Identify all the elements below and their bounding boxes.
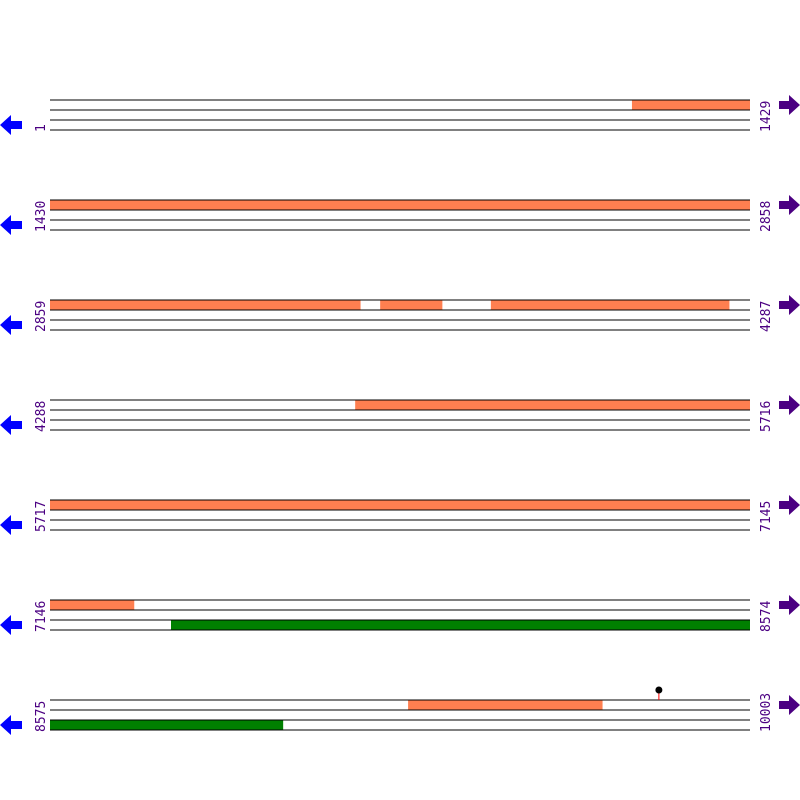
sequence-row: 8575 10003 xyxy=(0,686,800,735)
sequence-row: 1 1429 xyxy=(0,95,800,135)
row-start-label: 4288 xyxy=(34,401,49,432)
row-end-label: 8574 xyxy=(759,601,774,632)
row-end-label: 1429 xyxy=(759,101,774,132)
row-start-label: 7146 xyxy=(34,601,49,632)
forward-strand-arrow-icon xyxy=(779,495,800,515)
feature-bar xyxy=(50,500,750,510)
feature-bar xyxy=(380,300,443,310)
reverse-strand-arrow-icon xyxy=(0,415,22,435)
sequence-row: 4288 5716 xyxy=(0,395,800,435)
row-start-label: 1 xyxy=(34,124,49,132)
feature-bar xyxy=(50,600,135,610)
reverse-strand-arrow-icon xyxy=(0,115,22,135)
feature-bar xyxy=(50,300,361,310)
sequence-row: 7146 8574 xyxy=(0,595,800,635)
feature-bar xyxy=(490,300,730,310)
forward-strand-arrow-icon xyxy=(779,95,800,115)
row-end-label: 2858 xyxy=(759,201,774,232)
feature-bar xyxy=(631,100,750,110)
row-start-label: 8575 xyxy=(34,701,49,732)
forward-strand-arrow-icon xyxy=(779,395,800,415)
marker-dot xyxy=(655,686,663,694)
row-start-label: 1430 xyxy=(34,201,49,232)
sequence-row: 5717 7145 xyxy=(0,495,800,535)
feature-bar xyxy=(50,720,284,730)
row-end-label: 5716 xyxy=(759,401,774,432)
row-start-label: 5717 xyxy=(34,501,49,532)
reverse-strand-arrow-icon xyxy=(0,215,22,235)
feature-bar xyxy=(408,700,603,710)
reverse-strand-arrow-icon xyxy=(0,315,22,335)
row-start-label: 2859 xyxy=(34,301,49,332)
forward-strand-arrow-icon xyxy=(779,195,800,215)
forward-strand-arrow-icon xyxy=(779,695,800,715)
reverse-strand-arrow-icon xyxy=(0,515,22,535)
forward-strand-arrow-icon xyxy=(779,295,800,315)
feature-bar xyxy=(170,620,750,630)
row-end-label: 10003 xyxy=(759,693,774,732)
row-end-label: 4287 xyxy=(759,301,774,332)
forward-strand-arrow-icon xyxy=(779,595,800,615)
reverse-strand-arrow-icon xyxy=(0,615,22,635)
sequence-row: 1430 2858 xyxy=(0,195,800,235)
feature-bar xyxy=(355,400,750,410)
sequence-row: 2859 4287 xyxy=(0,295,800,335)
feature-bar xyxy=(50,200,750,210)
row-end-label: 7145 xyxy=(759,501,774,532)
reverse-strand-arrow-icon xyxy=(0,715,22,735)
